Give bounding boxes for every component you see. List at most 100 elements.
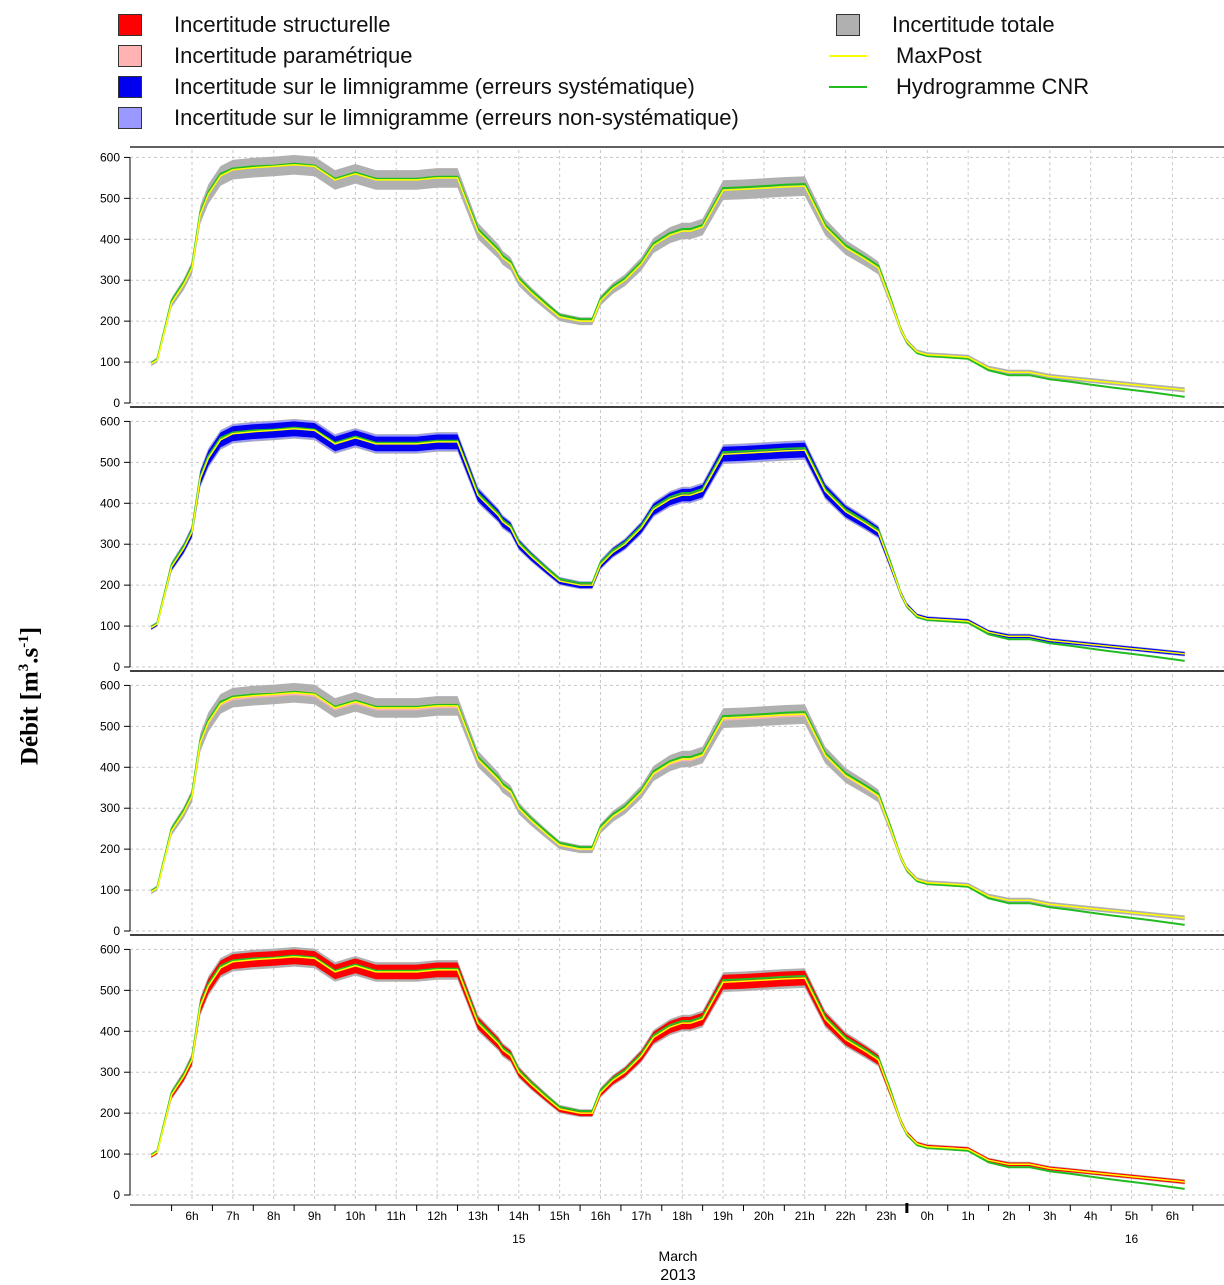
x-day-label: 15: [512, 1232, 526, 1246]
y-axis-label-sup1: 3: [16, 663, 32, 672]
x-tick-label: 8h: [267, 1209, 280, 1223]
panel-2: 0 100 200 300 400 500 600: [100, 410, 1224, 674]
x-tick-label: 20h: [754, 1209, 774, 1223]
y-tick-label: 300: [100, 537, 120, 551]
y-tick-label: 300: [100, 1065, 120, 1079]
legend-line-maxpost: [829, 55, 867, 57]
y-tick-label: 0: [113, 660, 120, 674]
band-structural: [151, 949, 1185, 1184]
y-tick-label: 400: [100, 1024, 120, 1038]
line-cnr: [150, 426, 1185, 662]
x-tick-label: 0h: [921, 1209, 934, 1223]
x-tick-label: 7h: [226, 1209, 239, 1223]
line-cnr: [150, 954, 1185, 1190]
y-tick-label: 500: [100, 719, 120, 733]
line-cnr: [150, 690, 1185, 926]
line-maxpost: [150, 164, 1185, 391]
y-axis-label-text: Débit: [16, 706, 44, 765]
y-tick-label: 500: [100, 983, 120, 997]
y-tick-label: 200: [100, 578, 120, 592]
y-tick-label: 400: [100, 496, 120, 510]
band-parametric: [151, 690, 1185, 919]
y-tick-label: 600: [100, 414, 120, 428]
legend-label-cnr: Hydrogramme CNR: [896, 74, 1090, 99]
x-tick-label: 11h: [387, 1209, 406, 1223]
y-tick-label: 100: [100, 355, 120, 369]
legend-swatch-parametric: [118, 45, 142, 67]
x-axis: 6h 7h 8h 9h 10h 11h 12h 13h 14h 15h 16h 17h 18h 19h 20…: [171, 1203, 1194, 1284]
legend-label-nonsystematic: Incertitude sur le limnigramme (erreurs …: [174, 105, 739, 130]
line-maxpost: [150, 956, 1185, 1183]
y-tick-label: 600: [100, 150, 120, 164]
chart-panels: 0 100 200 300 400 500 600 0 100 200 300 400 500 600 0 1…: [100, 146, 1224, 1206]
y-tick-label: 0: [113, 396, 120, 410]
y-tick-label: 200: [100, 842, 120, 856]
y-axis-label-unit-close: ]: [16, 626, 44, 636]
y-tick-label: 0: [113, 924, 120, 938]
legend-label-maxpost: MaxPost: [896, 43, 982, 68]
legend-item-structural: Incertitude structurelle: [118, 12, 390, 38]
y-tick-label: 500: [100, 191, 120, 205]
legend-label-structural: Incertitude structurelle: [174, 12, 391, 37]
panel-4: 0 100 200 300 400 500 600: [100, 938, 1224, 1202]
panel-3: 0 100 200 300 400 500 600: [100, 674, 1224, 938]
x-month-label: March: [659, 1248, 698, 1264]
band-systematic: [151, 421, 1185, 656]
y-axis-label: Débit [m3.s-1]: [16, 627, 44, 765]
x-tick-label: 19h: [713, 1209, 733, 1223]
x-tick-label: 18h: [672, 1209, 692, 1223]
x-day-label: 16: [1125, 1232, 1139, 1246]
y-tick-label: 200: [100, 1106, 120, 1120]
legend-label-systematic: Incertitude sur le limnigramme (erreurs …: [174, 74, 695, 99]
y-tick-label: 500: [100, 455, 120, 469]
x-tick-label: 10h: [345, 1209, 365, 1223]
legend-swatch-total: [836, 14, 860, 36]
band-total: [151, 419, 1185, 657]
y-tick-label: 600: [100, 942, 120, 956]
x-tick-label: 23h: [876, 1209, 896, 1223]
y-tick-label: 300: [100, 273, 120, 287]
x-tick-label: 15h: [550, 1209, 570, 1223]
legend-swatch-systematic: [118, 76, 142, 98]
legend-item-maxpost: MaxPost: [829, 43, 982, 69]
y-tick-label: 100: [100, 619, 120, 633]
legend-item-nonsystematic: Incertitude sur le limnigramme (erreurs …: [118, 105, 739, 131]
y-tick-label: 400: [100, 232, 120, 246]
x-tick-label: 5h: [1125, 1209, 1138, 1223]
x-tick-label: 1h: [961, 1209, 974, 1223]
y-tick-label: 400: [100, 760, 120, 774]
legend-line-cnr: [829, 86, 867, 88]
legend-label-total: Incertitude totale: [892, 12, 1055, 37]
band-nonsystematic: [151, 419, 1185, 657]
x-tick-label: 9h: [308, 1209, 321, 1223]
legend-item-cnr: Hydrogramme CNR: [829, 74, 1090, 100]
band-total: [151, 155, 1185, 393]
legend: Incertitude structurelle Incertitude par…: [0, 0, 1224, 140]
x-tick-label: 2h: [1002, 1209, 1015, 1223]
band-total: [151, 683, 1185, 921]
x-tick-label: 4h: [1084, 1209, 1097, 1223]
x-tick-label: 16h: [590, 1209, 610, 1223]
y-tick-label: 100: [100, 1147, 120, 1161]
x-tick-label: 21h: [795, 1209, 815, 1223]
x-tick-label: 13h: [468, 1209, 488, 1223]
x-tick-label: 14h: [509, 1209, 529, 1223]
panel-1: 0 100 200 300 400 500 600: [100, 150, 1224, 410]
legend-swatch-nonsystematic: [118, 107, 142, 129]
x-tick-label: 17h: [631, 1209, 651, 1223]
y-axis-label-unit-open: [m: [16, 671, 44, 707]
legend-swatch-structural: [118, 14, 142, 36]
y-axis-label-unit-mid: .s: [16, 647, 44, 664]
line-cnr: [150, 162, 1185, 398]
x-tick-label: 22h: [836, 1209, 856, 1223]
y-axis-label-sup2: -1: [16, 635, 32, 648]
legend-label-parametric: Incertitude paramétrique: [174, 43, 413, 68]
y-tick-label: 600: [100, 678, 120, 692]
line-maxpost: [150, 692, 1185, 919]
x-year-label: 2013: [660, 1267, 696, 1284]
line-maxpost: [150, 428, 1185, 655]
y-tick-label: 0: [113, 1188, 120, 1202]
y-tick-label: 100: [100, 883, 120, 897]
band-total: [151, 947, 1185, 1185]
